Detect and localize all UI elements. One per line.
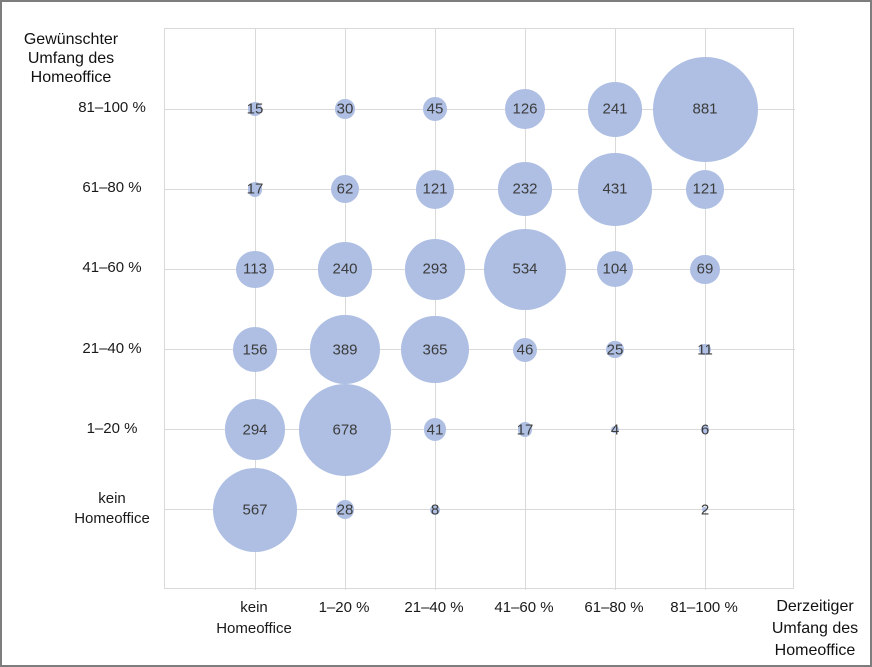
y-tick-label: 21–40 % [82,339,142,357]
bubble [423,418,447,442]
bubble-value-label: 113 [243,260,267,278]
gridline-vertical [344,29,346,590]
gridline-vertical [614,29,616,590]
bubble-value-label: 294 [242,421,268,439]
bubble-value-label: 126 [512,100,538,118]
bubble [317,242,373,297]
bubble [247,181,263,197]
bubble-value-label: 17 [246,180,264,198]
bubble [513,337,537,362]
bubble-value-label: 46 [516,341,534,359]
bubble [224,399,286,461]
bubble [685,169,725,209]
x-axis-title: Derzeitiger Umfang des Homeoffice [771,598,859,659]
bubble [517,422,533,437]
bubble [498,162,552,217]
y-tick-label: 61–80 % [82,179,142,197]
bubble-value-label: 2 [700,501,710,519]
bubble-value-label: 17 [516,421,534,439]
bubble [484,228,566,311]
bubble-value-label: 241 [602,100,628,118]
gridline-horizontal [165,268,795,270]
bubble [690,254,720,285]
bubble [587,81,643,137]
y-axis-title: Gewünschter Umfang des Homeoffice [23,31,119,86]
gridline-vertical [704,29,706,590]
bubble-value-label: 881 [692,100,718,118]
bubble [596,251,634,288]
bubble-value-label: 62 [336,180,354,198]
gridline-horizontal [165,108,795,110]
bubble-value-label: 25 [606,341,624,359]
bubble [606,340,624,359]
bubble-value-label: 11 [697,341,713,359]
bubble-value-label: 104 [602,260,628,278]
x-tick-label: 81–100 % [670,599,738,616]
bubble [401,315,469,384]
bubble-value-label: 365 [422,341,448,359]
bubble-value-label: 69 [696,260,714,278]
y-tick-label: 1–20 % [86,419,138,437]
bubble-value-label: 121 [692,180,718,198]
bubble-value-label: 41 [426,421,444,439]
bubble-value-label: 15 [246,100,264,118]
bubble [331,175,359,204]
bubble-value-label: 240 [332,260,358,278]
bubble-value-label: 6 [700,421,710,439]
bubble [578,152,652,226]
gridline-horizontal [165,509,795,511]
bubble-value-label: 431 [602,180,628,198]
y-tick-label: 81–100 % [78,99,146,117]
bubble [212,467,298,552]
bubble [248,102,262,116]
bubble-value-label: 232 [512,180,538,198]
x-tick-label: kein Homeoffice [216,599,292,637]
gridline-vertical [254,29,256,590]
bubble-value-label: 8 [430,501,440,519]
bubble-value-label: 4 [610,421,620,439]
bubble [298,383,392,476]
bubble-value-label: 45 [426,100,444,118]
bubble [700,425,710,435]
bubble [611,426,619,434]
plot-area: 15 30 45 126 241 881 17 62 121 232 431 121 113 240 293… [164,28,795,590]
bubble-value-label: 121 [422,180,448,198]
bubble [429,504,440,515]
y-tick-label: kein Homeoffice [74,489,150,527]
bubble [505,89,545,129]
bubble [699,343,711,356]
x-tick-label: 41–60 % [494,599,554,616]
bubble [232,327,278,372]
bubble-value-label: 678 [332,421,358,439]
bubble-value-label: 389 [332,341,358,359]
gridline-horizontal [165,429,795,431]
bubble-value-label: 156 [242,341,268,359]
bubble-value-label: 567 [242,501,268,519]
bubble [652,56,758,162]
x-tick-label: 21–40 % [404,599,464,616]
y-tick-label: 41–60 % [82,259,142,277]
bubble [702,507,708,513]
bubble-value-label: 28 [336,501,354,519]
gridline-vertical [434,29,436,590]
bubble [335,500,355,520]
gridline-horizontal [165,188,795,190]
bubble-value-label: 534 [512,260,538,278]
bubble [415,169,455,209]
bubble [335,99,355,119]
bubble [404,239,466,300]
x-tick-label: 1–20 % [318,599,370,616]
bubble-value-label: 293 [422,260,448,278]
bubble [236,250,274,289]
bubble [423,97,447,121]
bubble-value-label: 30 [336,100,354,118]
gridline-horizontal [165,349,795,351]
bubble [310,314,380,385]
x-tick-label: 61–80 % [584,599,644,616]
